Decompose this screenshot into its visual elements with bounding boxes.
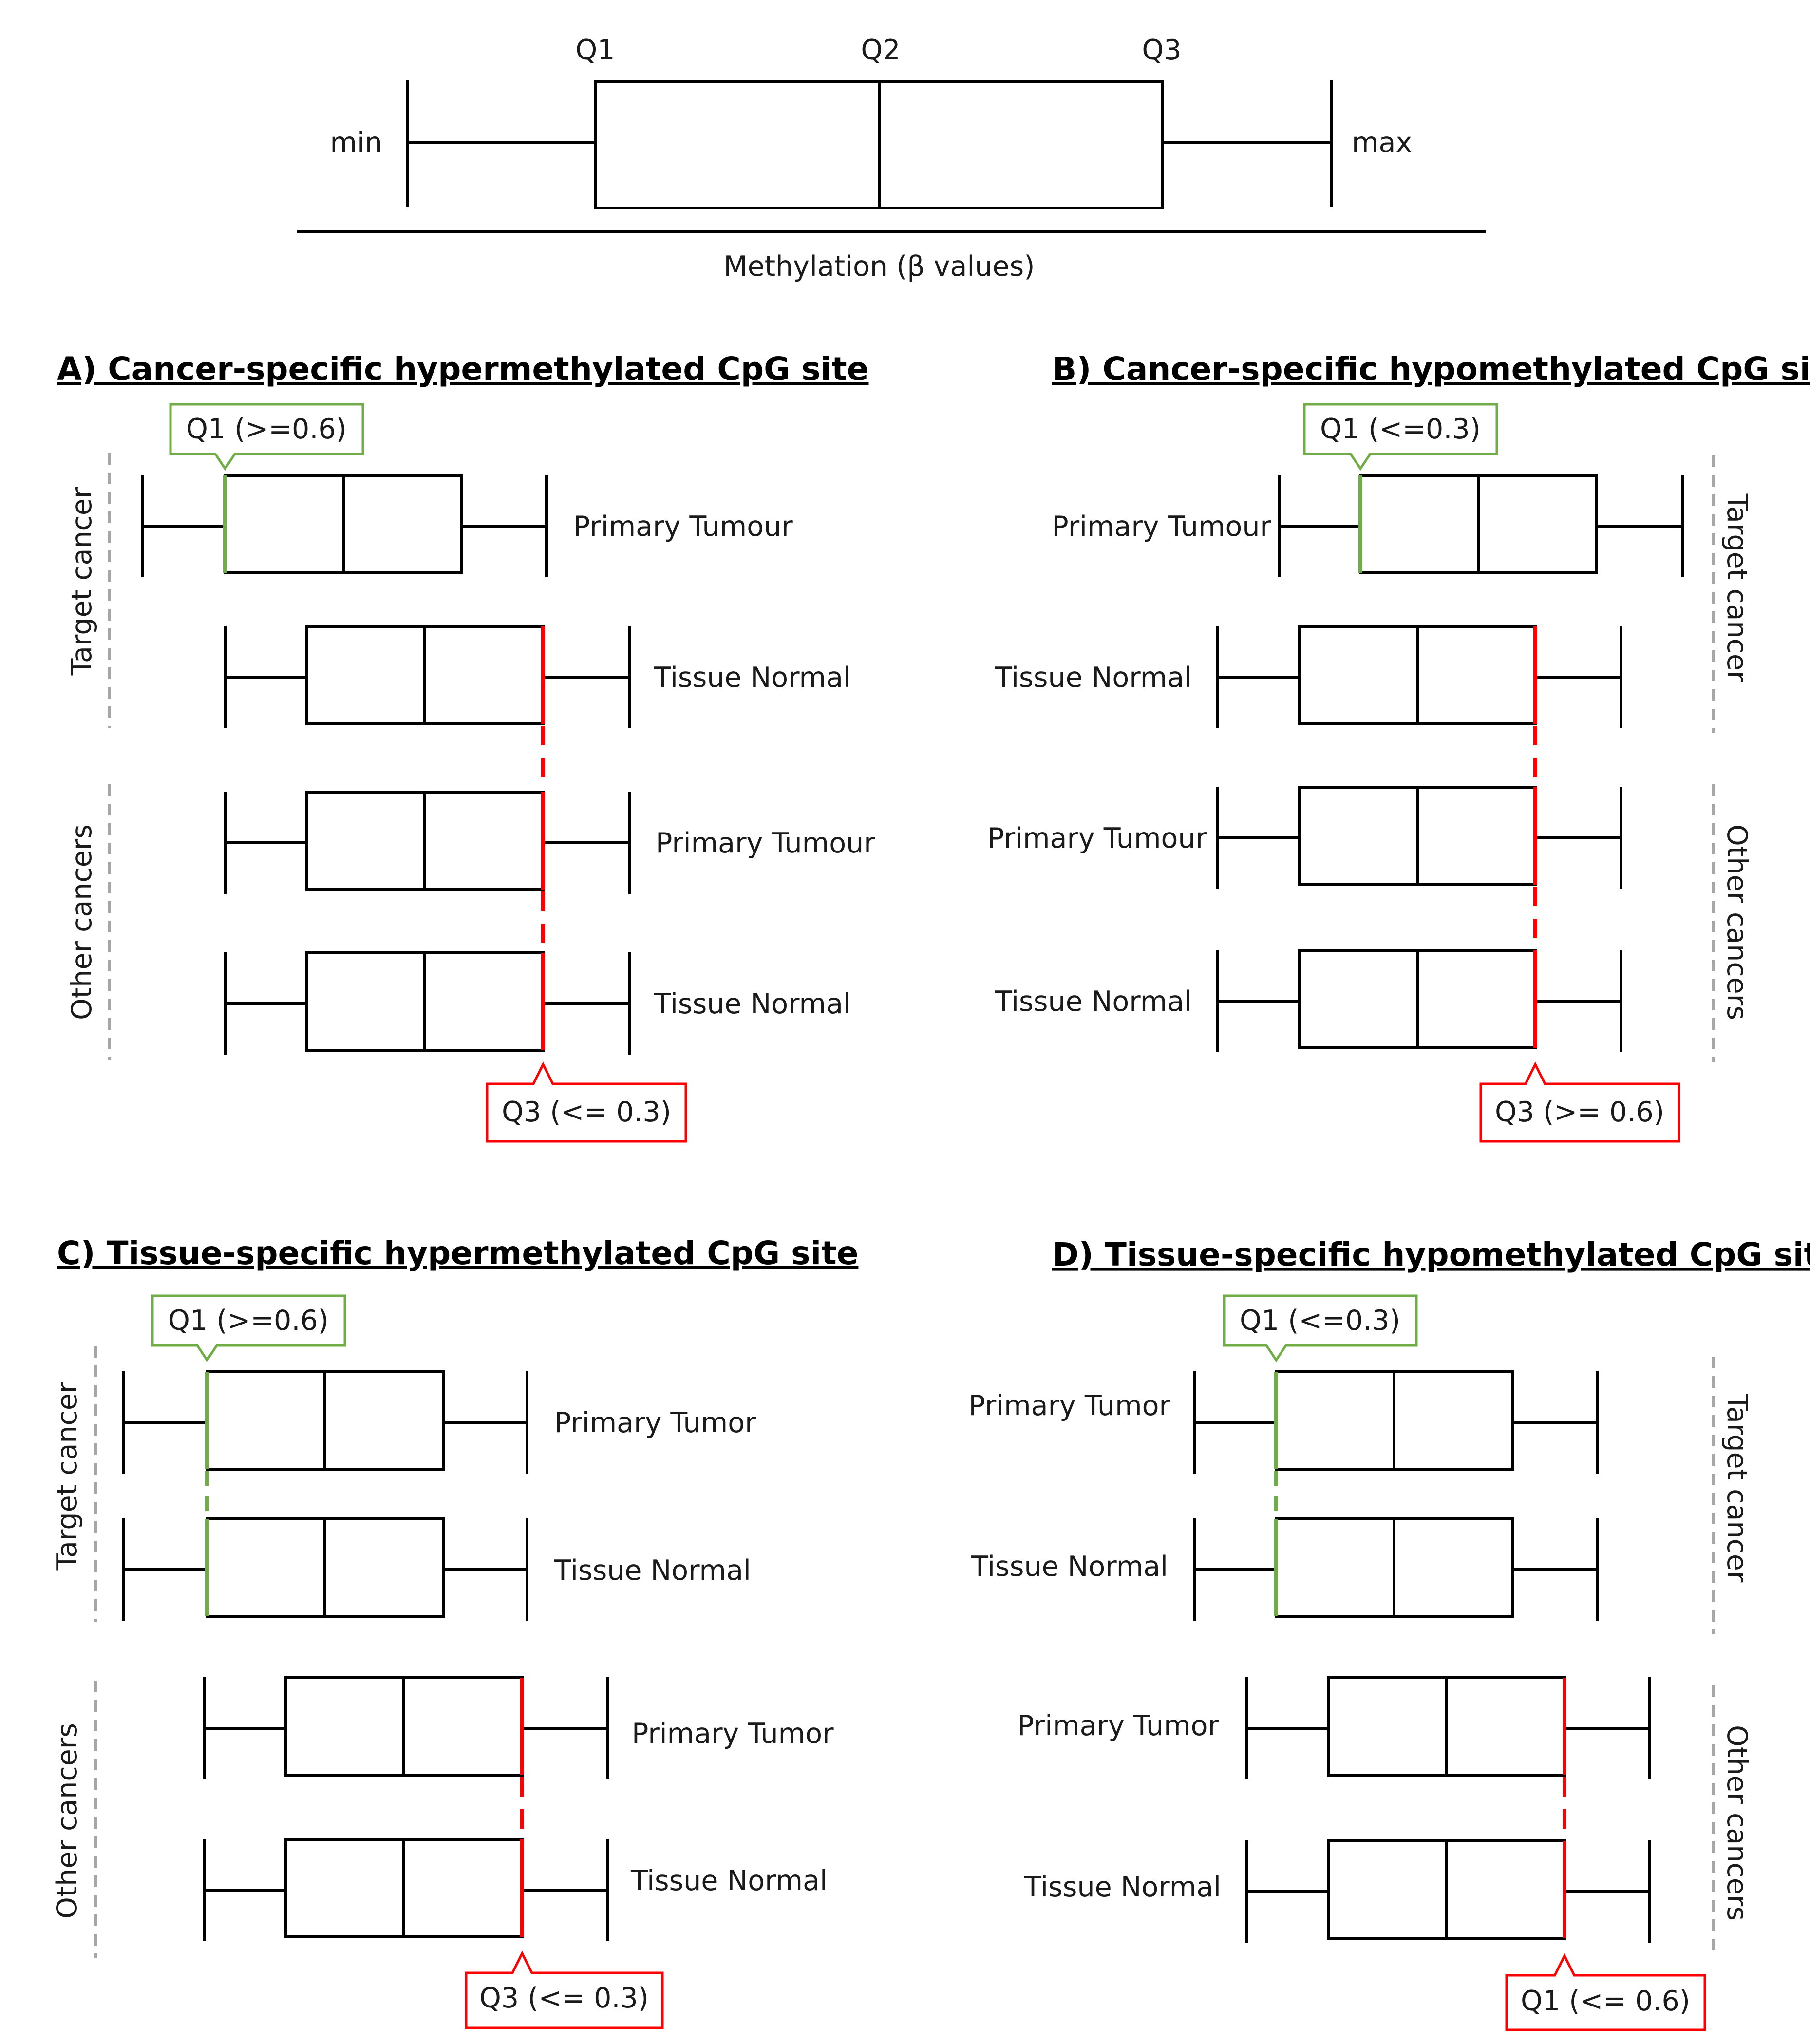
panel-a-red-callout: Q3 (<= 0.3) — [486, 1061, 687, 1143]
legend-boxplot: Q1 Q2 Q3 min max Methylation (β values) — [297, 34, 1486, 283]
panel-d-box-1 — [1193, 1370, 1599, 1474]
panel-b-green-callout-text: Q1 (<=0.3) — [1320, 413, 1481, 445]
legend-q3-label: Q3 — [1142, 34, 1181, 66]
panel-b-row-4-label: Tissue Normal — [995, 985, 1192, 1018]
panel-c-box-3 — [203, 1676, 609, 1779]
panel-d-row-4-label: Tissue Normal — [1024, 1871, 1221, 1903]
panel-b-target-label: Target cancer — [1721, 493, 1753, 682]
panel-d-other-label: Other cancers — [1721, 1725, 1753, 1921]
panel-d-box-3 — [1245, 1676, 1651, 1779]
panel-d-green-callout: Q1 (<=0.3) — [1223, 1294, 1418, 1363]
panel-b-row-1-label: Primary Tumour — [1052, 511, 1271, 543]
panel-c-other-label: Other cancers — [51, 1723, 83, 1919]
panel-b-box-2 — [1216, 625, 1622, 728]
panel-c-green-callout-text: Q1 (>=0.6) — [168, 1305, 329, 1337]
panel-c-box-2 — [122, 1517, 528, 1621]
panel-a: A) Cancer-specific hypermethylated CpG s… — [57, 350, 875, 1143]
panel-b-row-2-label: Tissue Normal — [995, 662, 1192, 694]
panel-d-red-callout: Q1 (<= 0.6) — [1505, 1953, 1706, 2031]
panel-a-red-callout-text: Q3 (<= 0.3) — [502, 1096, 671, 1128]
legend-max-label: max — [1352, 127, 1412, 159]
panel-d-row-1-label: Primary Tumor — [968, 1390, 1170, 1422]
panel-c: C) Tissue-specific hypermethylated CpG s… — [51, 1234, 858, 2029]
panel-d-box-2 — [1193, 1517, 1599, 1621]
panel-c-row-2-label: Tissue Normal — [554, 1554, 751, 1587]
panel-d-title: D) Tissue-specific hypomethylated CpG si… — [1052, 1236, 1810, 1273]
panel-a-title: A) Cancer-specific hypermethylated CpG s… — [57, 350, 868, 388]
panel-a-row-1-label: Primary Tumour — [573, 511, 793, 543]
panel-a-target-label: Target cancer — [66, 487, 98, 676]
legend-q1-label: Q1 — [575, 34, 615, 66]
panel-c-row-3-label: Primary Tumor — [632, 1718, 834, 1750]
panel-b-box-4 — [1216, 949, 1622, 1052]
panel-c-row-1-label: Primary Tumor — [554, 1407, 756, 1439]
panel-c-box-4 — [203, 1838, 609, 1941]
panel-c-red-callout: Q3 (<= 0.3) — [465, 1950, 664, 2029]
panel-d-green-callout-text: Q1 (<=0.3) — [1240, 1305, 1400, 1337]
panel-c-row-4-label: Tissue Normal — [630, 1865, 828, 1897]
panel-a-box-1 — [141, 474, 548, 577]
panel-a-box-3 — [224, 791, 631, 894]
legend-q2-label: Q2 — [861, 34, 900, 66]
panel-a-box-4 — [224, 951, 631, 1055]
panel-a-row-2-label: Tissue Normal — [654, 662, 851, 694]
panel-d-row-2-label: Tissue Normal — [971, 1551, 1168, 1583]
panel-b-other-label: Other cancers — [1721, 824, 1753, 1020]
panel-d-box-4 — [1245, 1839, 1651, 1943]
panel-c-target-label: Target cancer — [51, 1382, 83, 1571]
panel-c-red-callout-text: Q3 (<= 0.3) — [479, 1982, 649, 2014]
legend-min-label: min — [330, 127, 383, 159]
legend-axis-label: Methylation (β values) — [724, 250, 1035, 283]
panel-b-box-1 — [1278, 474, 1684, 577]
panel-d-red-callout-text: Q1 (<= 0.6) — [1521, 1985, 1690, 2017]
panel-c-box-1 — [122, 1370, 528, 1474]
panel-d-row-3-label: Primary Tumor — [1017, 1710, 1219, 1742]
panel-b-red-callout: Q3 (>= 0.6) — [1479, 1061, 1680, 1143]
panel-a-green-callout-text: Q1 (>=0.6) — [186, 413, 347, 445]
panel-a-green-callout: Q1 (>=0.6) — [169, 403, 364, 471]
panel-a-row-4-label: Tissue Normal — [654, 988, 851, 1020]
panel-a-box-2 — [224, 625, 631, 728]
panel-c-green-callout: Q1 (>=0.6) — [151, 1294, 346, 1363]
panel-b-row-3-label: Primary Tumour — [987, 822, 1207, 854]
panel-a-other-label: Other cancers — [66, 824, 98, 1020]
panel-b-green-callout: Q1 (<=0.3) — [1303, 403, 1498, 471]
panel-c-title: C) Tissue-specific hypermethylated CpG s… — [57, 1234, 858, 1272]
panel-b-box-3 — [1216, 786, 1622, 889]
panel-d: D) Tissue-specific hypomethylated CpG si… — [968, 1236, 1810, 2031]
panel-b: B) Cancer-specific hypomethylated CpG si… — [987, 350, 1810, 1143]
panel-d-target-label: Target cancer — [1721, 1394, 1753, 1583]
panel-b-title: B) Cancer-specific hypomethylated CpG si… — [1052, 350, 1810, 388]
panel-a-row-3-label: Primary Tumour — [656, 827, 875, 859]
panel-b-red-callout-text: Q3 (>= 0.6) — [1495, 1096, 1664, 1128]
